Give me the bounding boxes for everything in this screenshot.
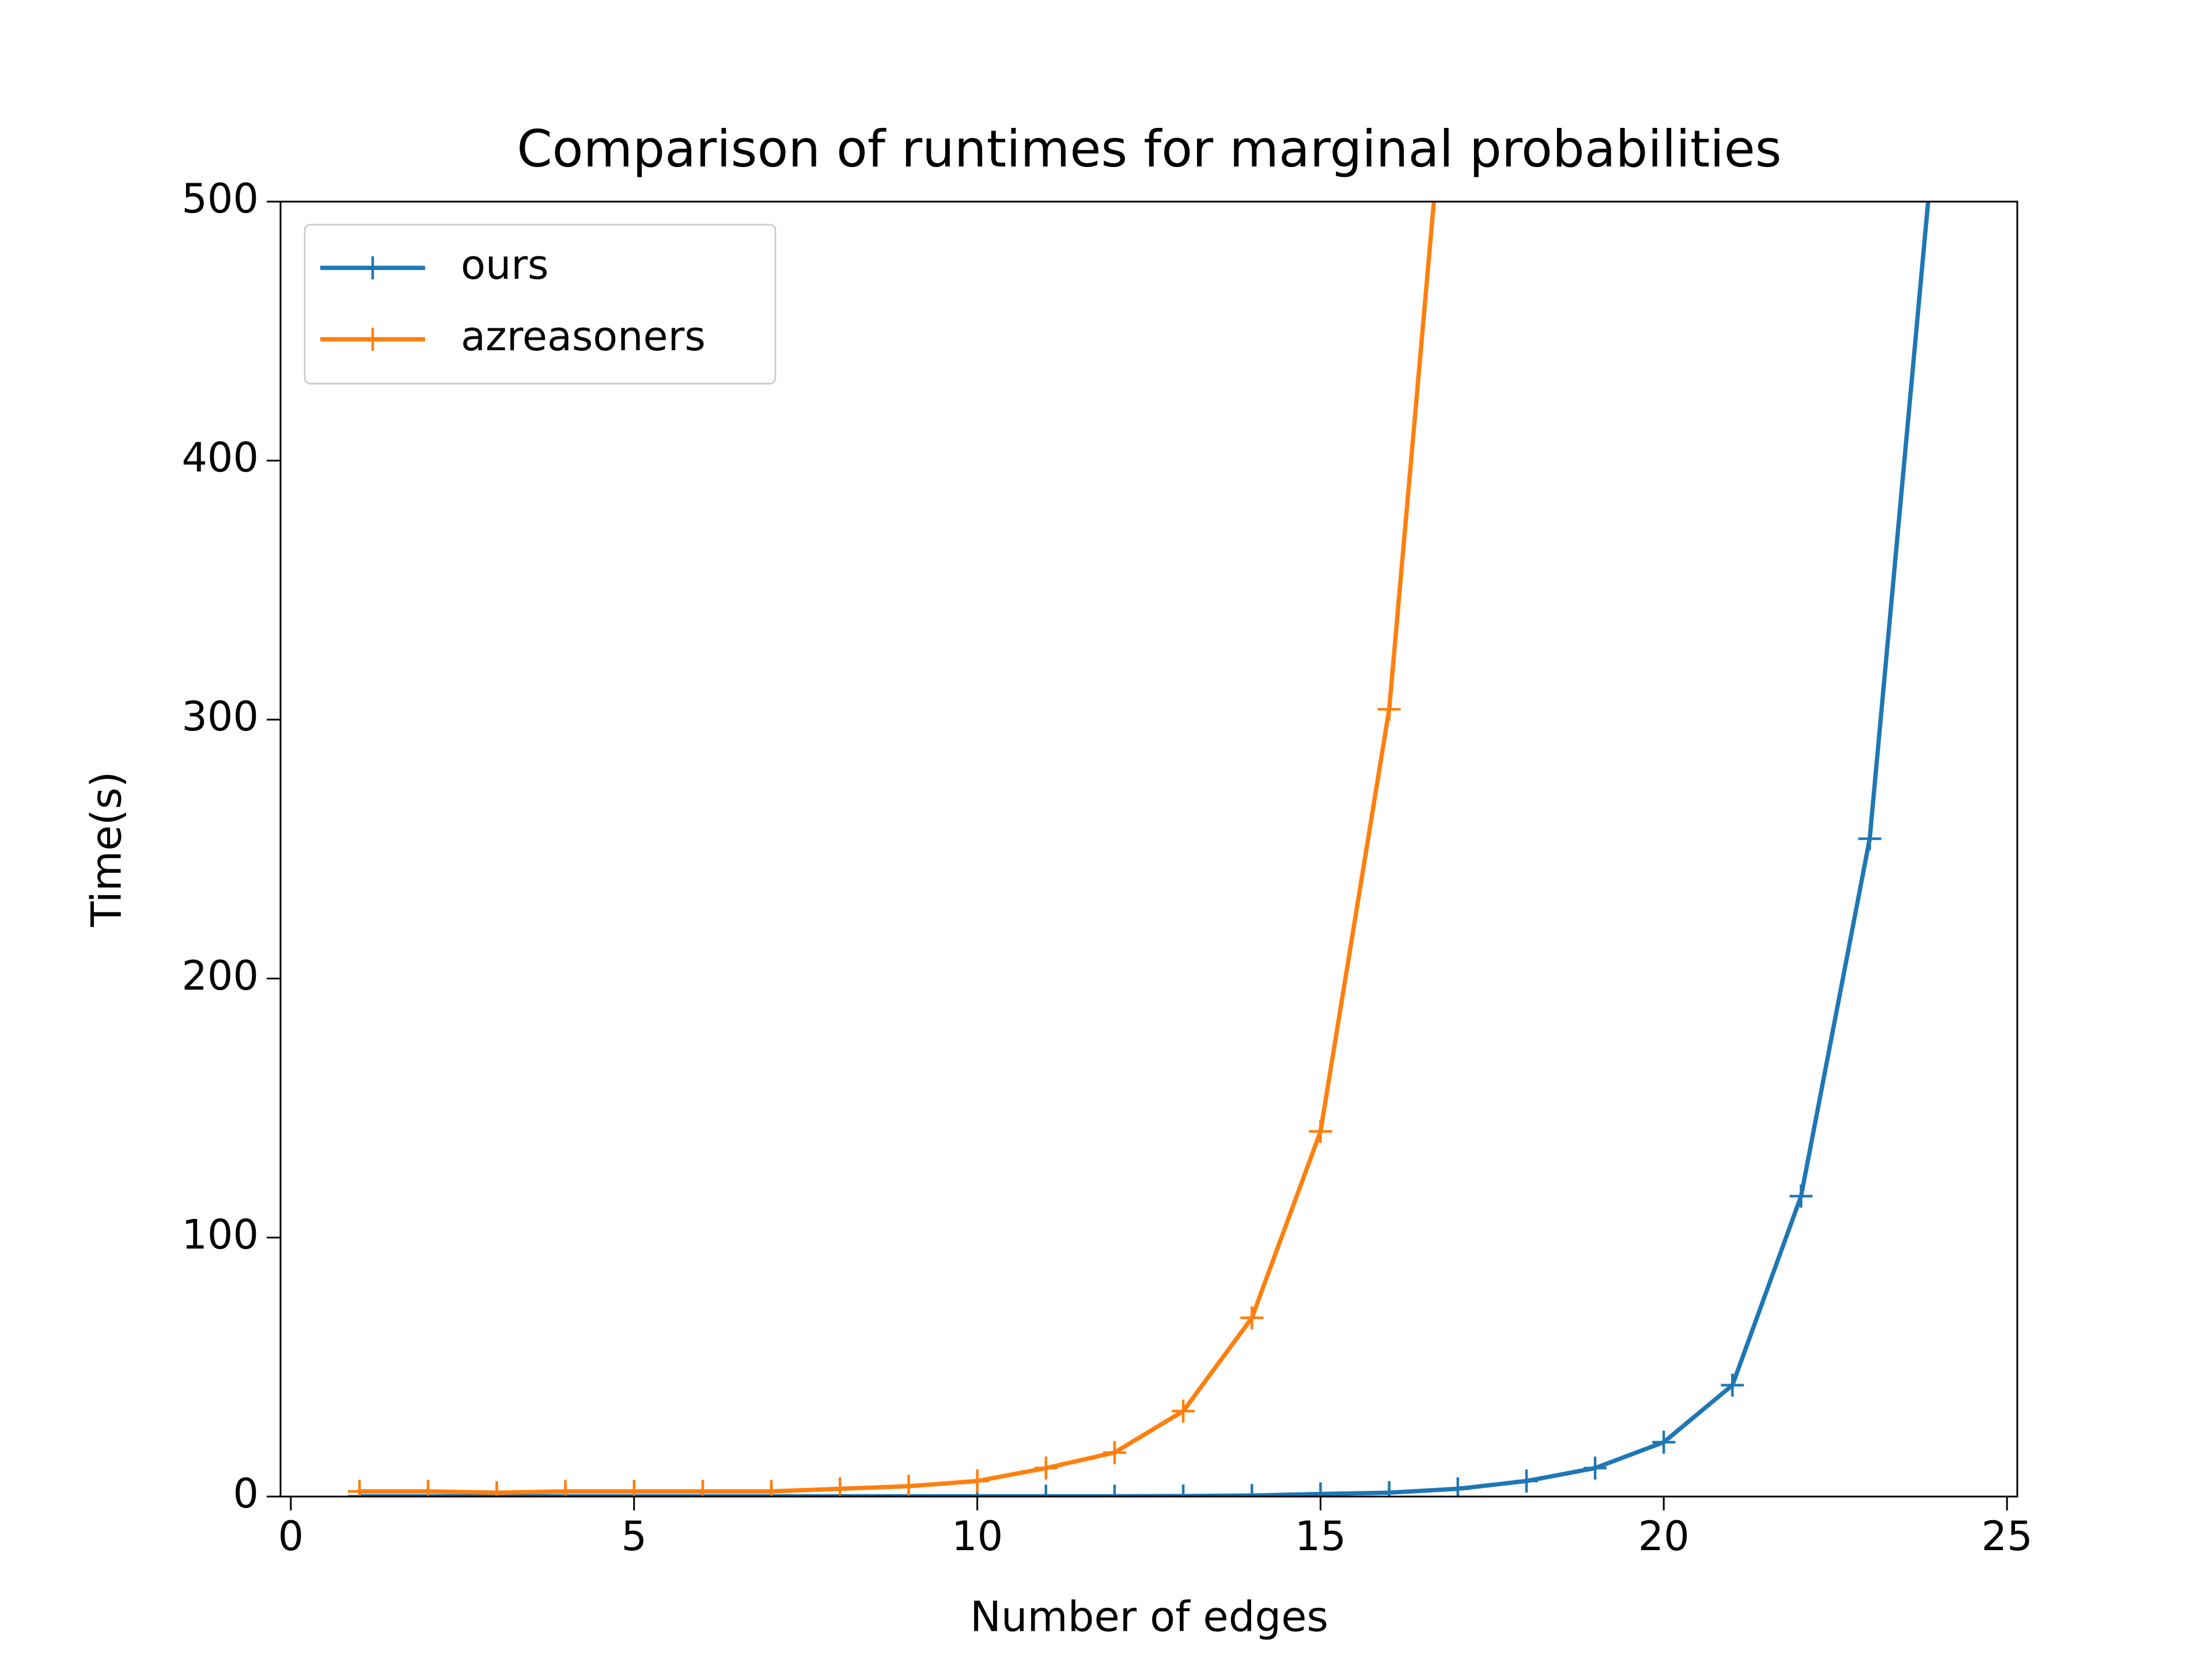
y-tick-label: 200: [181, 952, 259, 999]
marker: [1584, 1456, 1607, 1480]
x-axis-label: Number of edges: [970, 1593, 1328, 1641]
marker: [554, 1480, 577, 1497]
x-tick-label: 25: [1982, 1513, 2033, 1560]
x-tick-label: 20: [1638, 1513, 1690, 1560]
marker: [691, 1480, 714, 1497]
marker: [1377, 698, 1401, 721]
marker: [485, 1481, 509, 1497]
marker: [1172, 1399, 1195, 1423]
marker: [1034, 1456, 1058, 1480]
x-tick-label: 10: [952, 1513, 1003, 1560]
marker: [1103, 1441, 1126, 1464]
legend-marker: [361, 256, 384, 279]
chart-title: Comparison of runtimes for marginal prob…: [517, 119, 1782, 179]
marker: [622, 1480, 646, 1497]
marker: [1377, 1481, 1401, 1497]
marker: [1514, 1469, 1538, 1493]
marker: [1309, 1120, 1332, 1143]
y-tick-label: 300: [181, 693, 259, 740]
marker: [760, 1480, 783, 1497]
y-axis-label: Time(s): [82, 771, 131, 927]
y-tick-label: 400: [181, 434, 259, 482]
marker: [1652, 1430, 1676, 1454]
x-tick-label: 5: [621, 1513, 647, 1560]
marker: [416, 1480, 440, 1497]
marker: [1858, 827, 1881, 851]
axes-frame: [279, 200, 2018, 1498]
x-tick-label: 0: [278, 1513, 304, 1560]
marker: [348, 1480, 372, 1497]
marker: [1240, 1306, 1264, 1330]
marker: [1789, 1184, 1813, 1208]
y-tick-label: 100: [181, 1211, 259, 1258]
legend-label: ours: [461, 241, 548, 289]
y-tick-label: 500: [181, 175, 259, 222]
marker: [1721, 1373, 1744, 1397]
marker: [1309, 1482, 1332, 1497]
marker: [1240, 1484, 1264, 1497]
legend-marker: [361, 328, 384, 351]
y-tick-label: 0: [233, 1470, 259, 1517]
marker: [965, 1469, 989, 1493]
x-tick-label: 15: [1295, 1513, 1346, 1560]
legend-box: [304, 224, 777, 385]
marker: [897, 1475, 921, 1497]
legend-label: azreasoners: [461, 313, 706, 360]
